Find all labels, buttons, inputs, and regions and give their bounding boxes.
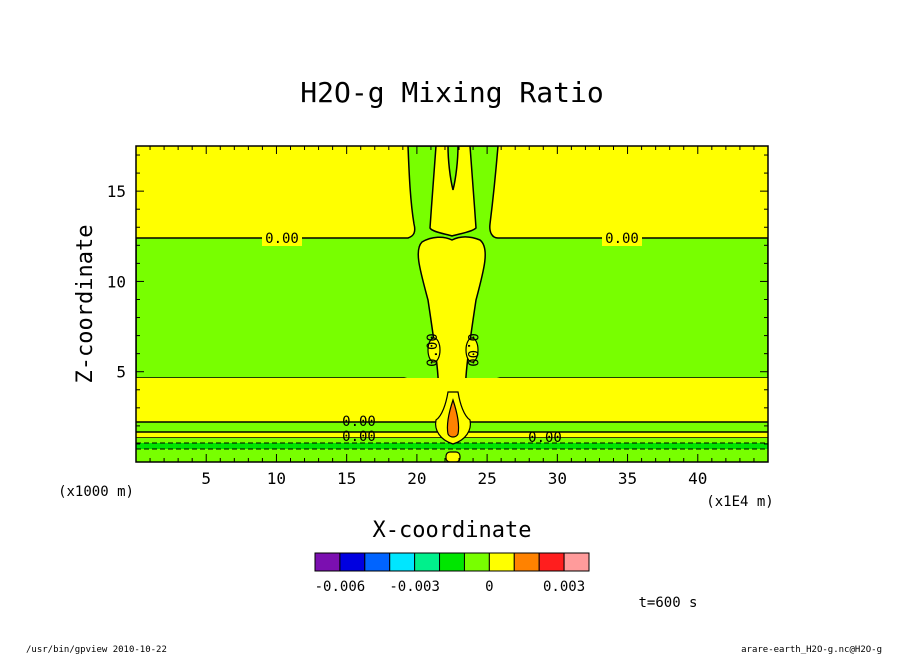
x-axis-unit: (x1E4 m) bbox=[706, 494, 773, 510]
contour-label: 0.00 bbox=[464, 333, 480, 367]
contour-label: 0.00 bbox=[425, 333, 441, 367]
contour-labels: 0.00 0.00 0.00 0.00 0.00 0.00 0.00 bbox=[262, 230, 642, 446]
x-tick-label: 35 bbox=[618, 469, 637, 488]
x-tick-label: 40 bbox=[688, 469, 707, 488]
contour-column-yellow bbox=[429, 146, 477, 237]
colorbar-swatch bbox=[339, 552, 366, 572]
colorbar-swatch bbox=[439, 552, 465, 572]
plot-area: 0.00 0.00 0.00 0.00 0.00 0.00 0.00 5 10 15… bbox=[107, 145, 769, 488]
colorbar bbox=[314, 552, 590, 572]
x-tick-label: 30 bbox=[548, 469, 567, 488]
colorbar-swatch bbox=[389, 552, 416, 572]
x-axis-ticks: 5 10 15 20 25 30 35 40 bbox=[149, 146, 755, 488]
footer-left: /usr/bin/gpview 2010-10-22 bbox=[26, 645, 167, 654]
colorbar-tick-label: 0 bbox=[485, 579, 493, 595]
colorbar-tick-labels: -0.006 -0.003 0 0.003 bbox=[315, 579, 586, 595]
y-axis-unit: (x1000 m) bbox=[58, 484, 134, 500]
contour-label: 0.00 bbox=[342, 429, 376, 445]
x-axis-label: X-coordinate bbox=[373, 518, 532, 543]
colorbar-swatch bbox=[364, 552, 391, 572]
y-axis-ticks: 5 10 15 bbox=[107, 154, 768, 445]
colorbar-swatch bbox=[414, 552, 441, 572]
contour-bottom-blob bbox=[445, 451, 461, 462]
colorbar-swatch bbox=[488, 552, 515, 572]
y-tick-label: 10 bbox=[107, 272, 126, 291]
y-axis-label: Z-coordinate bbox=[73, 225, 98, 384]
colorbar-swatch bbox=[538, 552, 565, 572]
footer-right: arare-earth_H2O-g.nc@H2O-g bbox=[741, 645, 882, 654]
contour-band-bright-green bbox=[136, 443, 768, 449]
contour-plume-orange bbox=[446, 398, 460, 438]
y-tick-label: 15 bbox=[107, 182, 126, 201]
contour-ring-right bbox=[465, 337, 479, 363]
plot-frame bbox=[135, 145, 769, 463]
x-tick-label: 10 bbox=[267, 469, 286, 488]
colorbar-swatch bbox=[314, 552, 341, 572]
x-tick-label: 25 bbox=[477, 469, 496, 488]
contour-label: 0.00 bbox=[528, 430, 562, 446]
colorbar-swatch bbox=[463, 552, 490, 572]
x-tick-label: 20 bbox=[407, 469, 426, 488]
x-tick-label: 15 bbox=[337, 469, 356, 488]
contour-spike-green bbox=[447, 146, 459, 191]
x-tick-label: 5 bbox=[201, 469, 211, 488]
colorbar-tick-label: -0.006 bbox=[315, 579, 366, 595]
contour-label: 0.00 bbox=[342, 414, 376, 430]
chart-title: H2O-g Mixing Ratio bbox=[300, 76, 603, 109]
contour-label: 0.00 bbox=[605, 231, 639, 247]
contour-ring-left bbox=[427, 337, 441, 363]
contour-label: 0.00 bbox=[265, 231, 299, 247]
colorbar-tick-label: -0.003 bbox=[389, 579, 440, 595]
colorbar-swatch bbox=[563, 552, 590, 572]
colorbar-tick-label: 0.003 bbox=[543, 579, 585, 595]
y-tick-label: 5 bbox=[116, 363, 126, 382]
time-label: t=600 s bbox=[638, 595, 697, 611]
colorbar-swatch bbox=[513, 552, 540, 572]
